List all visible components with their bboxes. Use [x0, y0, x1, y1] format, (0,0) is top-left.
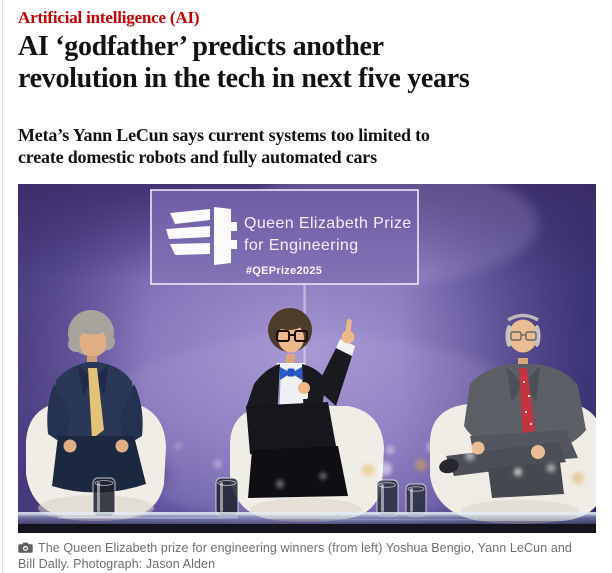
- standfirst-line-1: Meta’s Yann LeCun says current systems t…: [18, 124, 430, 145]
- water-glass: [405, 483, 427, 517]
- foreground-bokeh: [276, 450, 584, 488]
- section-label-link[interactable]: Artificial intelligence (AI): [18, 8, 200, 27]
- panelist-center: [246, 307, 355, 498]
- water-glasses: [92, 477, 427, 517]
- bow-tie: [280, 366, 302, 380]
- caption-line-1: The Queen Elizabeth prize for engineerin…: [18, 540, 596, 556]
- camera-icon: [18, 542, 33, 553]
- standfirst: Meta’s Yann LeCun says current systems t…: [18, 125, 596, 169]
- qeprize-logo-icon: [166, 206, 237, 265]
- caption-line-2: Bill Dally. Photograph: Jason Alden: [18, 556, 216, 571]
- qeprize-sign: Queen Elizabeth Prize for Engineering #Q…: [150, 188, 419, 285]
- sign-title-line1: Queen Elizabeth Prize: [244, 215, 412, 232]
- headline-line-1: AI ‘godfather’ predicts another: [18, 31, 384, 62]
- photo-caption: The Queen Elizabeth prize for engineerin…: [18, 540, 596, 572]
- panelist-left: [47, 309, 146, 493]
- water-glass: [215, 477, 239, 517]
- water-glass: [376, 479, 399, 517]
- water-glass: [92, 477, 116, 517]
- article-figure: Queen Elizabeth Prize for Engineering #Q…: [18, 183, 596, 572]
- sign-title-line2: for Engineering: [244, 237, 359, 254]
- red-tie: [519, 367, 535, 440]
- headline-line-2: revolution in the tech in next five year…: [18, 62, 470, 94]
- standfirst-line-2: create domestic robots and fully automat…: [18, 146, 377, 167]
- stage-photo-svg: Queen Elizabeth Prize for Engineering #Q…: [18, 183, 596, 533]
- sign-hashtag: #QEPrize2025: [246, 265, 322, 277]
- page-left-border: [2, 0, 3, 573]
- caption-text-1: The Queen Elizabeth prize for engineerin…: [38, 540, 572, 555]
- headline: AI ‘godfather’ predicts another revoluti…: [18, 31, 596, 95]
- glass-table: [18, 511, 596, 533]
- panelist-right: [439, 313, 586, 498]
- article-photo[interactable]: Queen Elizabeth Prize for Engineering #Q…: [18, 183, 596, 533]
